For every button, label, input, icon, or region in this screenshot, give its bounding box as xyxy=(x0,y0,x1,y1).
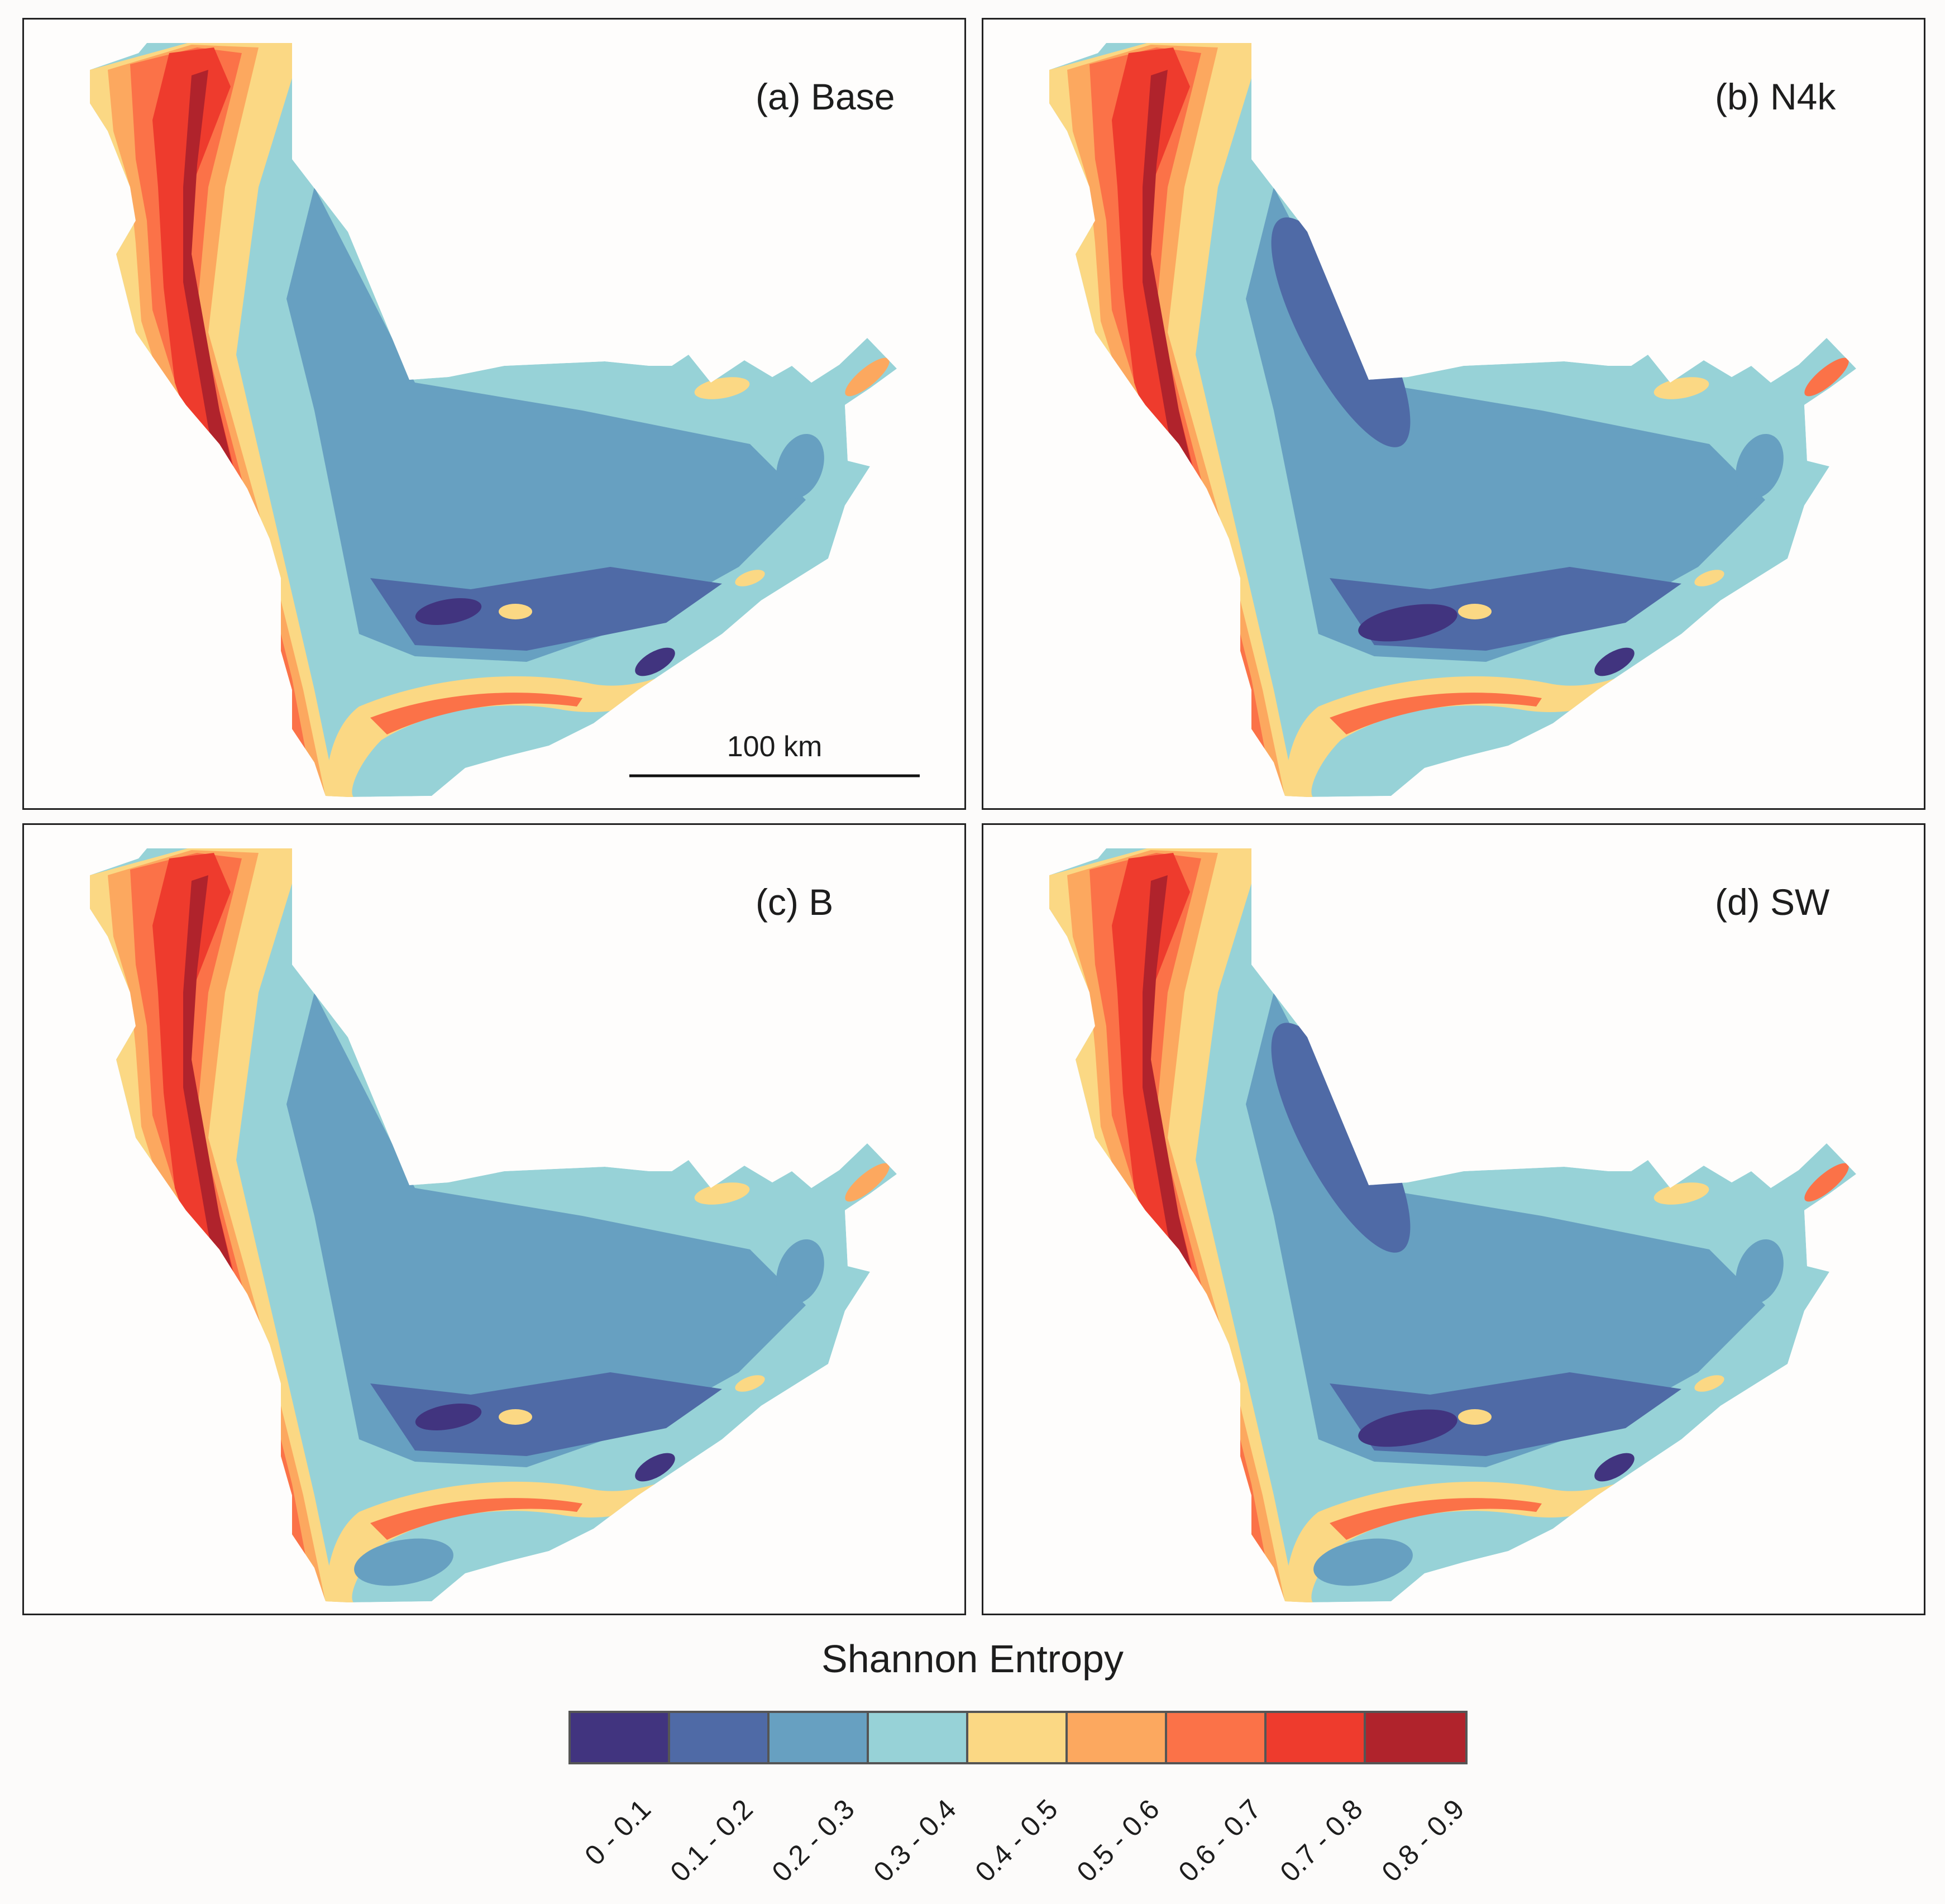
entropy-patch xyxy=(1358,1409,1457,1447)
map-panel-base: (a) Base 100 km xyxy=(22,18,966,810)
legend: Shannon Entropy 0 - 0.1 0.1 - 0.2 0.2 - 0.… xyxy=(0,1636,1945,1904)
legend-labels: 0 - 0.1 0.1 - 0.2 0.2 - 0.3 0.3 - 0.4 0.4 - … xyxy=(568,1771,1473,1899)
map-region xyxy=(90,848,897,1602)
entropy-band xyxy=(1330,1498,1542,1540)
legend-swatch xyxy=(670,1713,770,1762)
panel-label: (c) B xyxy=(756,881,834,923)
entropy-band xyxy=(1330,693,1542,734)
legend-class-label: 0.1 - 0.2 xyxy=(664,1793,759,1888)
entropy-patch xyxy=(1654,1182,1709,1205)
panel-label: (b) N4k xyxy=(1715,76,1836,117)
legend-class-label: 0.2 - 0.3 xyxy=(766,1793,861,1888)
legend-class-label: 0.3 - 0.4 xyxy=(867,1793,962,1888)
entropy-patch xyxy=(1654,377,1709,399)
legend-swatch xyxy=(571,1713,670,1762)
entropy-patch xyxy=(415,1403,482,1431)
legend-swatch xyxy=(1267,1713,1366,1762)
entropy-patch xyxy=(1804,357,1849,397)
legend-class-label: 0.4 - 0.5 xyxy=(969,1793,1064,1888)
entropy-band xyxy=(326,667,694,797)
entropy-zone xyxy=(370,567,722,651)
entropy-band xyxy=(1285,667,1654,797)
entropy-map xyxy=(1049,43,1856,797)
panel-label: (a) Base xyxy=(756,76,895,117)
entropy-band xyxy=(370,1498,582,1540)
entropy-patch xyxy=(735,1375,765,1392)
entropy-patch xyxy=(415,598,482,626)
entropy-patch xyxy=(1736,433,1784,499)
entropy-patch xyxy=(635,647,675,676)
entropy-patch xyxy=(776,1239,824,1305)
scale-bar-label: 100 km xyxy=(727,731,823,763)
legend-title: Shannon Entropy xyxy=(821,1637,1124,1681)
entropy-band xyxy=(183,70,286,718)
entropy-map xyxy=(1049,848,1856,1602)
scale-bar: 100 km xyxy=(629,730,920,775)
entropy-band xyxy=(326,1473,694,1602)
entropy-band xyxy=(1143,70,1246,718)
entropy-patch xyxy=(1594,647,1635,676)
legend-swatch xyxy=(968,1713,1068,1762)
entropy-patch xyxy=(1313,1538,1413,1586)
map-panel-sw: (d) SW xyxy=(982,823,1925,1615)
entropy-patch xyxy=(354,1538,453,1586)
entropy-band xyxy=(1143,875,1246,1523)
entropy-patch xyxy=(1594,1453,1635,1482)
entropy-patch xyxy=(776,433,824,499)
entropy-patch xyxy=(1271,217,1411,447)
entropy-patch xyxy=(694,377,750,399)
entropy-zone xyxy=(286,992,806,1467)
map-region xyxy=(1049,848,1856,1602)
map-panel-n4k: (b) N4k xyxy=(982,18,1925,810)
entropy-patch xyxy=(1736,1239,1784,1305)
map-region xyxy=(90,43,897,797)
entropy-map xyxy=(90,848,897,1602)
entropy-patch xyxy=(694,1182,750,1205)
legend-swatch xyxy=(1167,1713,1267,1762)
entropy-patch xyxy=(1271,1023,1411,1253)
entropy-zone xyxy=(286,187,806,662)
legend-class-label: 0.6 - 0.7 xyxy=(1172,1793,1267,1888)
entropy-band xyxy=(370,693,582,734)
legend-class-label: 0 - 0.1 xyxy=(579,1793,657,1872)
legend-class-label: 0.8 - 0.9 xyxy=(1375,1793,1470,1888)
entropy-patch xyxy=(1804,1163,1849,1202)
entropy-patch xyxy=(499,1409,532,1425)
entropy-zone xyxy=(1246,992,1765,1467)
entropy-patch xyxy=(1358,604,1457,642)
entropy-zone xyxy=(1246,187,1765,662)
legend-swatch xyxy=(869,1713,968,1762)
entropy-patch xyxy=(1694,1375,1724,1392)
panel-label: (d) SW xyxy=(1715,881,1830,923)
entropy-patch xyxy=(1694,570,1724,586)
legend-swatch xyxy=(1068,1713,1167,1762)
legend-class-label: 0.7 - 0.8 xyxy=(1274,1793,1369,1888)
entropy-patch xyxy=(845,357,890,397)
entropy-patch xyxy=(735,570,765,586)
legend-class-label: 0.5 - 0.6 xyxy=(1071,1793,1165,1888)
entropy-zone xyxy=(370,1372,722,1456)
entropy-patch xyxy=(1458,1409,1492,1425)
legend-swatch xyxy=(1366,1713,1465,1762)
legend-color-bar xyxy=(568,1711,1468,1764)
entropy-map xyxy=(90,43,920,797)
entropy-band xyxy=(1285,1473,1654,1602)
map-panel-b: (c) B xyxy=(22,823,966,1615)
map-region xyxy=(1049,43,1856,797)
legend-swatch xyxy=(770,1713,869,1762)
entropy-band xyxy=(183,875,286,1523)
entropy-patch xyxy=(635,1453,675,1482)
entropy-patch xyxy=(1458,604,1492,619)
entropy-patch xyxy=(845,1163,890,1202)
entropy-patch xyxy=(499,604,532,619)
